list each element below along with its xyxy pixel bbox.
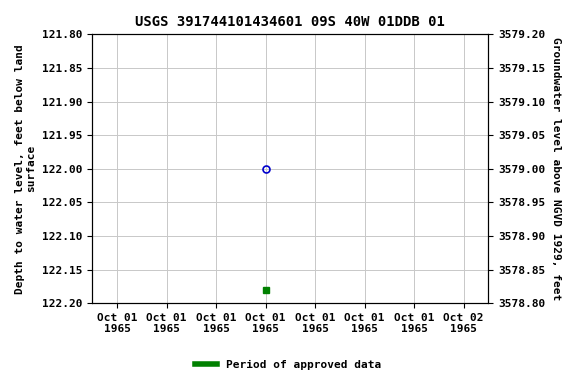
Y-axis label: Depth to water level, feet below land
surface: Depth to water level, feet below land su… [15,44,37,294]
Legend: Period of approved data: Period of approved data [191,356,385,375]
Y-axis label: Groundwater level above NGVD 1929, feet: Groundwater level above NGVD 1929, feet [551,37,561,300]
Title: USGS 391744101434601 09S 40W 01DDB 01: USGS 391744101434601 09S 40W 01DDB 01 [135,15,445,29]
